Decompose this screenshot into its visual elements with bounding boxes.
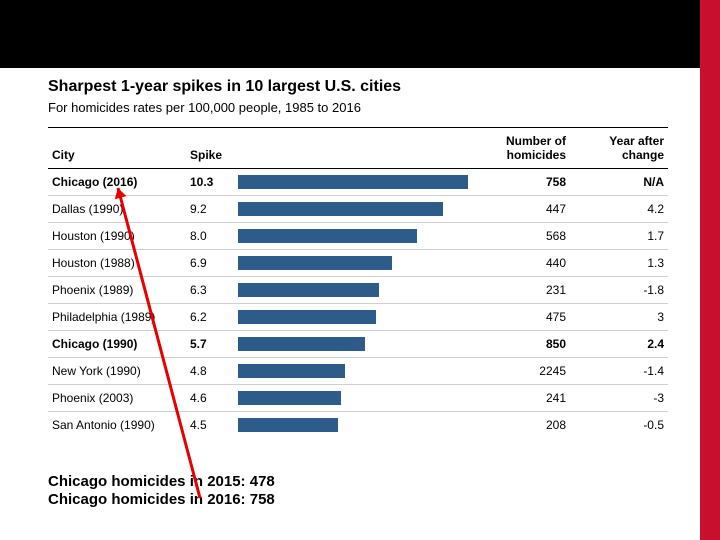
table-row: Chicago (2016)10.3 758N/A bbox=[48, 169, 668, 196]
bar-fill bbox=[238, 283, 379, 297]
cell-spike: 6.2 bbox=[186, 304, 234, 331]
bar-fill bbox=[238, 229, 417, 243]
chart-title: Sharpest 1-year spikes in 10 largest U.S… bbox=[48, 78, 668, 96]
cell-homicides: 447 bbox=[472, 196, 570, 223]
cell-homicides: 440 bbox=[472, 250, 570, 277]
cell-city: Phoenix (2003) bbox=[48, 385, 186, 412]
col-header-homicides: Number of homicides bbox=[472, 128, 570, 169]
cell-city: New York (1990) bbox=[48, 358, 186, 385]
table-row: Houston (1990)8.0 5681.7 bbox=[48, 223, 668, 250]
cell-homicides: 850 bbox=[472, 331, 570, 358]
cell-city: Phoenix (1989) bbox=[48, 277, 186, 304]
bar-fill bbox=[238, 256, 392, 270]
cell-bar bbox=[234, 169, 472, 196]
cell-homicides: 241 bbox=[472, 385, 570, 412]
col-header-yearafter: Year after change bbox=[570, 128, 668, 169]
cell-homicides: 475 bbox=[472, 304, 570, 331]
cell-bar bbox=[234, 331, 472, 358]
cell-yearafter: 4.2 bbox=[570, 196, 668, 223]
bar-fill bbox=[238, 391, 341, 405]
cell-bar bbox=[234, 277, 472, 304]
cell-city: Houston (1988) bbox=[48, 250, 186, 277]
cell-spike: 6.9 bbox=[186, 250, 234, 277]
cell-yearafter: -3 bbox=[570, 385, 668, 412]
col-header-city: City bbox=[48, 128, 186, 169]
cell-homicides: 568 bbox=[472, 223, 570, 250]
cell-yearafter: N/A bbox=[570, 169, 668, 196]
cell-yearafter: 1.3 bbox=[570, 250, 668, 277]
cell-bar bbox=[234, 385, 472, 412]
cell-city: Chicago (2016) bbox=[48, 169, 186, 196]
cell-spike: 4.5 bbox=[186, 412, 234, 439]
cell-city: Dallas (1990) bbox=[48, 196, 186, 223]
data-table: City Spike Number of homicides Year afte… bbox=[48, 127, 668, 438]
cell-bar bbox=[234, 412, 472, 439]
cell-yearafter: -1.8 bbox=[570, 277, 668, 304]
cell-yearafter: 3 bbox=[570, 304, 668, 331]
bar-fill bbox=[238, 310, 376, 324]
cell-spike: 5.7 bbox=[186, 331, 234, 358]
chart-container: Sharpest 1-year spikes in 10 largest U.S… bbox=[48, 78, 668, 438]
col-header-spike: Spike bbox=[186, 128, 234, 169]
footer-notes: Chicago homicides in 2015: 478 Chicago h… bbox=[48, 473, 275, 511]
bar-fill bbox=[238, 337, 365, 351]
cell-bar bbox=[234, 196, 472, 223]
table-row: Philadelphia (1989)6.2 4753 bbox=[48, 304, 668, 331]
table-row: Phoenix (1989)6.3 231-1.8 bbox=[48, 277, 668, 304]
footer-line-2: Chicago homicides in 2016: 758 bbox=[48, 491, 275, 510]
cell-city: Chicago (1990) bbox=[48, 331, 186, 358]
cell-spike: 10.3 bbox=[186, 169, 234, 196]
bar-fill bbox=[238, 175, 468, 189]
bar-fill bbox=[238, 202, 443, 216]
red-side-band bbox=[700, 0, 720, 540]
cell-homicides: 2245 bbox=[472, 358, 570, 385]
cell-city: Philadelphia (1989) bbox=[48, 304, 186, 331]
table-row: San Antonio (1990)4.5 208-0.5 bbox=[48, 412, 668, 439]
cell-yearafter: 1.7 bbox=[570, 223, 668, 250]
chart-subtitle: For homicides rates per 100,000 people, … bbox=[48, 100, 668, 115]
table-row: Houston (1988)6.9 4401.3 bbox=[48, 250, 668, 277]
table-row: Dallas (1990)9.2 4474.2 bbox=[48, 196, 668, 223]
table-row: Chicago (1990)5.7 8502.4 bbox=[48, 331, 668, 358]
cell-spike: 8.0 bbox=[186, 223, 234, 250]
table-row: New York (1990)4.8 2245-1.4 bbox=[48, 358, 668, 385]
cell-spike: 4.8 bbox=[186, 358, 234, 385]
cell-homicides: 208 bbox=[472, 412, 570, 439]
cell-yearafter: 2.4 bbox=[570, 331, 668, 358]
cell-yearafter: -0.5 bbox=[570, 412, 668, 439]
footer-line-1: Chicago homicides in 2015: 478 bbox=[48, 473, 275, 492]
table-row: Phoenix (2003)4.6 241-3 bbox=[48, 385, 668, 412]
cell-bar bbox=[234, 250, 472, 277]
col-header-bar bbox=[234, 128, 472, 169]
bar-fill bbox=[238, 418, 338, 432]
cell-homicides: 231 bbox=[472, 277, 570, 304]
cell-spike: 6.3 bbox=[186, 277, 234, 304]
cell-bar bbox=[234, 304, 472, 331]
cell-spike: 9.2 bbox=[186, 196, 234, 223]
cell-homicides: 758 bbox=[472, 169, 570, 196]
table-header-row: City Spike Number of homicides Year afte… bbox=[48, 128, 668, 169]
cell-spike: 4.6 bbox=[186, 385, 234, 412]
cell-yearafter: -1.4 bbox=[570, 358, 668, 385]
cell-city: Houston (1990) bbox=[48, 223, 186, 250]
cell-bar bbox=[234, 358, 472, 385]
cell-city: San Antonio (1990) bbox=[48, 412, 186, 439]
cell-bar bbox=[234, 223, 472, 250]
black-top-band bbox=[0, 0, 700, 68]
bar-fill bbox=[238, 364, 345, 378]
